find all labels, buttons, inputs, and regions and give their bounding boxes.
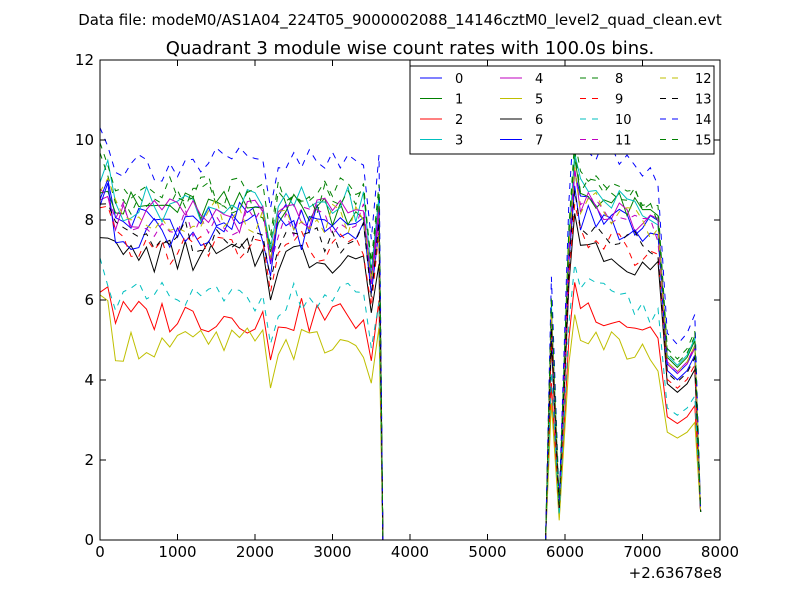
y-tick-label: 4 [84,371,94,389]
x-tick-label: 8000 [701,543,739,561]
chart-title: Quadrant 3 module wise count rates with … [166,38,655,59]
series-line-5 [99,294,702,541]
series-line-6 [99,213,702,541]
legend-label-10: 10 [615,113,632,128]
legend-label-11: 11 [615,134,632,149]
legend-label-1: 1 [455,93,463,108]
x-tick-label: 5000 [468,543,506,561]
x-tick-label: 0 [95,543,105,561]
series-line-2 [99,282,702,541]
y-tick-label: 12 [75,51,94,69]
series-line-15 [99,139,702,541]
y-tick-label: 8 [84,211,94,229]
series-line-11 [99,171,702,541]
ticks-layer: 0 1000 2000 3000 4000 5000 6000 7000 80000246810… [75,51,739,561]
x-tick-label: 6000 [546,543,584,561]
legend-label-6: 6 [535,113,543,128]
legend-label-5: 5 [535,93,543,108]
suptitle: Data file: modeM0/AS1A04_224T05_90000020… [78,11,722,30]
series-line-0 [99,171,702,541]
y-tick-label: 2 [84,451,94,469]
legend-label-15: 15 [695,134,712,149]
legend-label-4: 4 [535,72,543,87]
legend-label-2: 2 [455,113,463,128]
legend-label-9: 9 [615,93,623,108]
legend-label-7: 7 [535,134,543,149]
series-line-13 [99,190,702,541]
legend-label-8: 8 [615,72,623,87]
legend-label-0: 0 [455,72,463,87]
series-line-7 [99,182,702,541]
series-layer [99,107,702,541]
legend-label-12: 12 [695,72,712,87]
legend-label-3: 3 [455,134,463,149]
legend-label-14: 14 [695,113,712,128]
x-tick-label: 7000 [623,543,661,561]
y-tick-label: 6 [84,291,94,309]
series-line-10 [99,257,702,541]
x-offset-label: +2.63678e8 [629,564,722,582]
x-tick-label: 1000 [158,543,196,561]
series-line-4 [99,167,702,541]
legend-label-13: 13 [695,93,712,108]
x-tick-label: 3000 [313,543,351,561]
y-tick-label: 0 [84,531,94,549]
series-line-3 [99,153,702,541]
series-line-14 [99,107,702,541]
series-line-8 [99,148,702,541]
x-tick-label: 2000 [236,543,274,561]
y-tick-label: 10 [75,131,94,149]
x-tick-label: 4000 [391,543,429,561]
